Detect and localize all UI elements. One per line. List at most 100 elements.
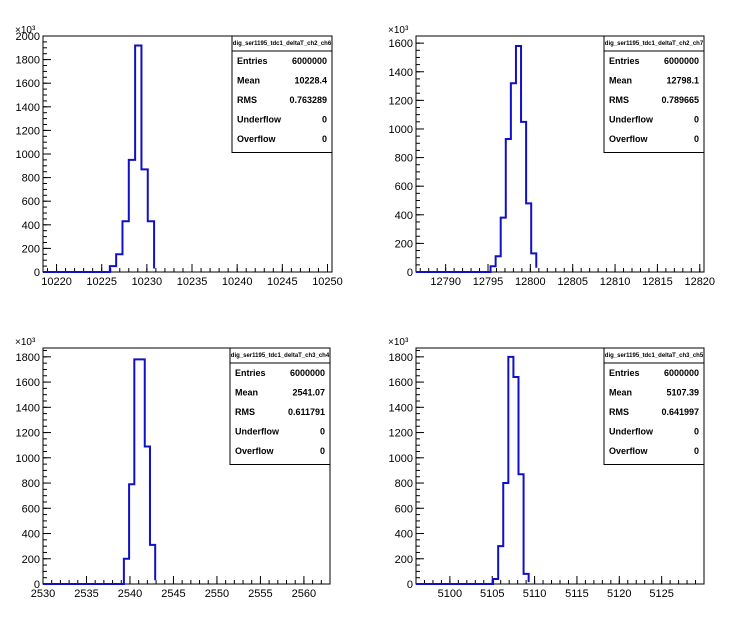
x-tick-label: 10235: [177, 276, 208, 288]
stats-label: Underflow: [235, 427, 280, 437]
stats-value: 0: [320, 427, 325, 437]
y-tick-label: 0: [407, 267, 413, 279]
x-tick-label: 5115: [565, 588, 589, 600]
y-tick-label: 1400: [16, 102, 40, 114]
y-tick-label: 600: [395, 503, 413, 515]
stats-label: Underflow: [237, 115, 282, 125]
stats-value: 0: [694, 427, 699, 437]
x-tick-label: 2530: [31, 588, 55, 600]
stats-value: 6000000: [664, 368, 699, 378]
y-tick-label: 200: [22, 243, 40, 255]
y-tick-label: 400: [22, 220, 40, 232]
stats-label: RMS: [609, 407, 629, 417]
y-tick-label: 1400: [16, 402, 40, 414]
histogram-panel-2: 0 200 400 600 800 1000 1200 1400 1600 12790 12795 1…: [388, 25, 715, 288]
stats-value: 0: [322, 115, 327, 125]
stats-value: 0: [694, 446, 699, 456]
stats-label: Entries: [609, 56, 640, 66]
stats-box-frame: [231, 35, 333, 153]
y-tick-label: 600: [22, 503, 40, 515]
y-tick-label: 1200: [16, 428, 40, 440]
y-tick-label: 1200: [389, 95, 413, 107]
stats-box-frame: [229, 347, 331, 465]
stats-box-frame: [603, 35, 705, 153]
y-tick-label: 1000: [16, 149, 40, 161]
stats-title: dig_ser1195_tdc1_deltaT_ch2_ch7: [605, 41, 704, 47]
histogram-panel-3: 0 200 400 600 800 1000 1200 1400 1600 1800 2530 253…: [15, 337, 331, 600]
x-tick-label: 5125: [649, 588, 673, 600]
y-tick-label: 0: [34, 579, 40, 591]
y-tick-label: 400: [395, 210, 413, 222]
x-tick-label: 5110: [523, 588, 547, 600]
stats-label: RMS: [237, 95, 257, 105]
stats-value: 0.763289: [289, 95, 327, 105]
histogram-line: [416, 45, 538, 273]
x-tick-label: 5100: [438, 588, 462, 600]
stats-value: 0.611791: [288, 407, 325, 417]
x-tick-label: 12820: [684, 276, 715, 288]
stats-value: 10228.4: [294, 76, 327, 86]
y-tick-label: 1400: [389, 402, 413, 414]
x-tick-label: 12805: [557, 276, 588, 288]
y-tick-label: 600: [22, 196, 40, 208]
y-tick-label: 1600: [16, 377, 40, 389]
y-tick-label: 1000: [389, 124, 413, 136]
stats-label: Overflow: [237, 134, 277, 144]
y-tick-label: 1200: [16, 125, 40, 137]
x-tick-label: 10250: [312, 276, 343, 288]
stats-value: 0.641997: [661, 407, 699, 417]
stats-label: Underflow: [609, 427, 654, 437]
x-tick-label: 10225: [86, 276, 117, 288]
histogram-line: [416, 355, 530, 585]
y-tick-label: 0: [407, 579, 413, 591]
stats-label: Mean: [237, 76, 260, 86]
y-tick-label: 200: [22, 554, 40, 566]
y-tick-label: 200: [395, 554, 413, 566]
x-tick-label: 2560: [292, 588, 316, 600]
stats-value: 6000000: [290, 368, 325, 378]
x-tick-label: 2555: [248, 588, 272, 600]
stats-label: Mean: [235, 388, 258, 398]
y-multiplier-label: ×10³: [15, 25, 36, 36]
plot-frame: [42, 347, 331, 585]
stats-value: 0: [694, 115, 699, 125]
x-tick-label: 12800: [515, 276, 546, 288]
stats-label: Overflow: [235, 446, 275, 456]
y-multiplier-label: ×10³: [388, 25, 409, 36]
y-tick-label: 600: [395, 181, 413, 193]
y-tick-label: 1600: [389, 38, 413, 50]
stats-label: Mean: [609, 76, 632, 86]
stats-value: 0.789665: [661, 95, 699, 105]
stats-label: Underflow: [609, 115, 654, 125]
y-tick-label: 800: [22, 478, 40, 490]
stats-box: dig_ser1195_tdc1_deltaT_ch2_ch6 Entries 60…: [231, 35, 333, 153]
y-tick-label: 1000: [16, 453, 40, 465]
x-tick-label: 12810: [600, 276, 631, 288]
y-tick-label: 1600: [16, 78, 40, 90]
stats-title: dig_ser1195_tdc1_deltaT_ch2_ch6: [233, 41, 332, 47]
y-multiplier-label: ×10³: [388, 337, 409, 348]
x-tick-label: 2535: [74, 588, 98, 600]
x-tick-label: 10230: [132, 276, 163, 288]
plot-frame: [415, 35, 705, 273]
stats-label: RMS: [609, 95, 629, 105]
x-tick-label: 10220: [41, 276, 72, 288]
stats-box: dig_ser1195_tdc1_deltaT_ch3_ch4 Entries 60…: [229, 347, 331, 465]
y-tick-label: 1800: [16, 352, 40, 364]
y-tick-label: 2000: [16, 31, 40, 43]
y-tick-label: 200: [395, 238, 413, 250]
stats-label: Entries: [235, 368, 266, 378]
stats-value: 6000000: [292, 56, 327, 66]
x-tick-label: 10240: [222, 276, 253, 288]
stats-value: 0: [322, 134, 327, 144]
stats-label: RMS: [235, 407, 255, 417]
y-tick-label: 800: [22, 173, 40, 185]
x-tick-label: 2545: [161, 588, 185, 600]
stats-box-frame: [603, 347, 705, 465]
stats-label: Overflow: [609, 446, 649, 456]
y-tick-label: 1200: [389, 428, 413, 440]
stats-box: dig_ser1195_tdc1_deltaT_ch2_ch7 Entries 60…: [603, 35, 705, 153]
stats-label: Entries: [237, 56, 268, 66]
stats-label: Overflow: [609, 134, 649, 144]
